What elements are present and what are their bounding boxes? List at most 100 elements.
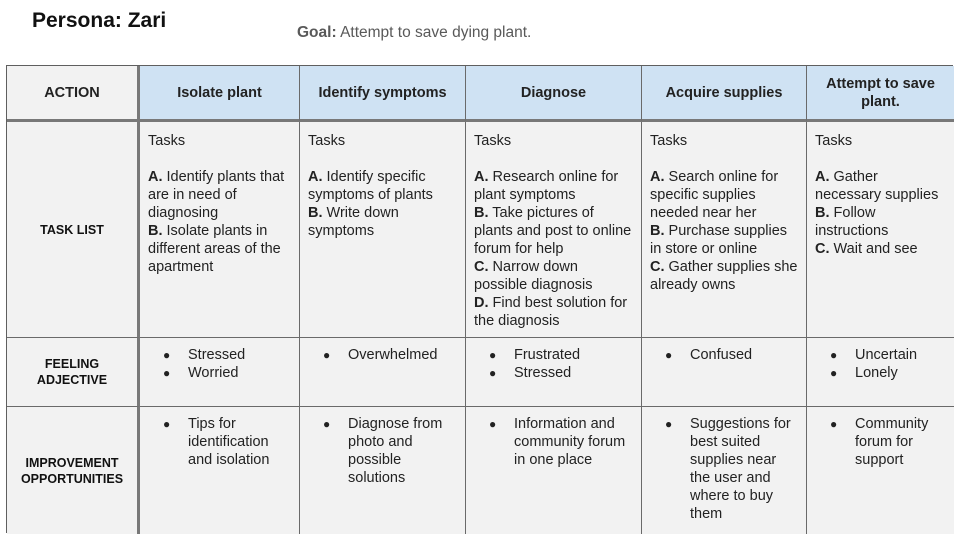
persona-title: Persona: Zari [32,9,167,32]
bullet-icon: ● [665,417,673,431]
bullet-icon: ● [830,417,838,431]
goal-label: Goal: [297,24,337,41]
task-item: B. Purchase supplies in store or online [650,222,798,258]
bullet-icon: ● [323,348,331,362]
feeling-cell: ● Uncertain ● Lonely [807,338,954,407]
task-letter: B. [815,205,830,221]
task-text: Research online for plant symptoms [474,169,619,203]
list-item: ● Worried [148,364,291,382]
task-text: Take pictures of plants and post to onli… [474,205,632,257]
task-text: Isolate plants in different areas of the… [148,223,281,275]
task-letter: C. [815,241,830,257]
improvement-cell: ● Information and community forum in one … [466,407,642,534]
task-text: Purchase supplies in store or online [650,223,788,257]
task-text: Write down symptoms [308,205,399,239]
task-cell: Tasks A. Search online for specific suppl… [642,122,807,338]
stage-header-diagnose: Diagnose [466,66,642,122]
task-text: Narrow down possible diagnosis [474,259,593,293]
bullet-icon: ● [489,417,497,431]
task-item: A. Identify specific symptoms of plants [308,168,457,204]
task-letter: A. [148,169,163,185]
list-item-text: Worried [188,365,239,381]
goal-line: Goal: Attempt to save dying plant. [297,24,531,42]
task-item: A. Research online for plant symptoms [474,168,633,204]
bullet-list: ● Information and community forum in one … [474,415,633,469]
list-item-text: Frustrated [514,347,581,363]
bullet-list: ● Confused [650,346,798,364]
task-item: A. Gather necessary supplies [815,168,946,204]
tasks-heading: Tasks [148,133,186,149]
task-text: Gather necessary supplies [815,169,939,203]
task-item: A. Identify plants that are in need of d… [148,168,291,222]
task-cell: Tasks A. Gather necessary supplies B. Foll… [807,122,954,338]
bullet-icon: ● [830,348,838,362]
list-item: ● Uncertain [815,346,946,364]
task-letter: C. [650,259,665,275]
task-letter: A. [650,169,665,185]
task-letter: A. [474,169,489,185]
bullet-list: ● Suggestions for best suited supplies ne… [650,415,798,523]
task-text: Identify specific symptoms of plants [308,169,433,203]
bullet-icon: ● [830,366,838,380]
list-item: ● Tips for identification and isolation [148,415,291,469]
list-item-text: Confused [690,347,753,363]
list-item-text: Suggestions for best suited supplies nea… [690,416,791,522]
list-item-text: Uncertain [855,347,918,363]
task-item: B. Follow instructions [815,204,946,240]
tasks-heading: Tasks [815,133,853,149]
stage-header-identify-symptoms: Identify symptoms [300,66,466,122]
task-cell: Tasks A. Identify plants that are in need… [140,122,300,338]
task-cell: Tasks A. Identify specific symptoms of pl… [300,122,466,338]
task-item: C. Narrow down possible diagnosis [474,258,633,294]
task-text: Wait and see [829,241,918,257]
bullet-icon: ● [163,417,171,431]
bullet-list: ● Uncertain ● Lonely [815,346,946,382]
list-item: ● Frustrated [474,346,633,364]
tasks-heading: Tasks [474,133,512,149]
task-cell: Tasks A. Research online for plant sympto… [466,122,642,338]
improvement-cell: ● Tips for identification and isolation [140,407,300,534]
list-item: ● Suggestions for best suited supplies ne… [650,415,798,523]
task-text: Identify plants that are in need of diag… [148,169,285,221]
stage-header-isolate-plant: Isolate plant [140,66,300,122]
bullet-list: ● Community forum for support [815,415,946,469]
row-label-task-list: TASK LIST [7,122,140,338]
task-text: Search online for specific supplies need… [650,169,779,221]
list-item: ● Stressed [148,346,291,364]
tasks-heading: Tasks [308,133,346,149]
list-item-text: Stressed [514,365,572,381]
journey-map-table: ACTION Isolate plant Identify symptoms D… [6,65,954,534]
list-item-text: Lonely [855,365,898,381]
bullet-icon: ● [489,366,497,380]
goal-text: Attempt to save dying plant. [340,24,532,41]
feeling-cell: ● Overwhelmed [300,338,466,407]
bullet-icon: ● [323,417,331,431]
improvement-cell: ● Diagnose from photo and possible soluti… [300,407,466,534]
task-item: B. Take pictures of plants and post to o… [474,204,633,258]
list-item: ● Confused [650,346,798,364]
task-item: B. Write down symptoms [308,204,457,240]
list-item: ● Lonely [815,364,946,382]
bullet-icon: ● [665,348,673,362]
bullet-list: ● Diagnose from photo and possible soluti… [308,415,457,487]
list-item-text: Tips for identification and isolation [188,416,270,468]
task-letter: D. [474,295,489,311]
list-item-text: Community forum for support [855,416,929,468]
list-item-text: Overwhelmed [348,347,438,363]
task-letter: B. [308,205,323,221]
task-item: B. Isolate plants in different areas of … [148,222,291,276]
task-letter: B. [474,205,489,221]
task-letter: C. [474,259,489,275]
task-item: C. Gather supplies she already owns [650,258,798,294]
list-item: ● Community forum for support [815,415,946,469]
bullet-icon: ● [489,348,497,362]
list-item-text: Diagnose from photo and possible solutio… [348,416,443,486]
list-item: ● Overwhelmed [308,346,457,364]
task-text: Find best solution for the diagnosis [474,295,628,329]
list-item-text: Stressed [188,347,246,363]
task-item: D. Find best solution for the diagnosis [474,294,633,330]
improvement-cell: ● Community forum for support [807,407,954,534]
task-item: C. Wait and see [815,240,946,258]
list-item: ● Stressed [474,364,633,382]
task-letter: B. [650,223,665,239]
